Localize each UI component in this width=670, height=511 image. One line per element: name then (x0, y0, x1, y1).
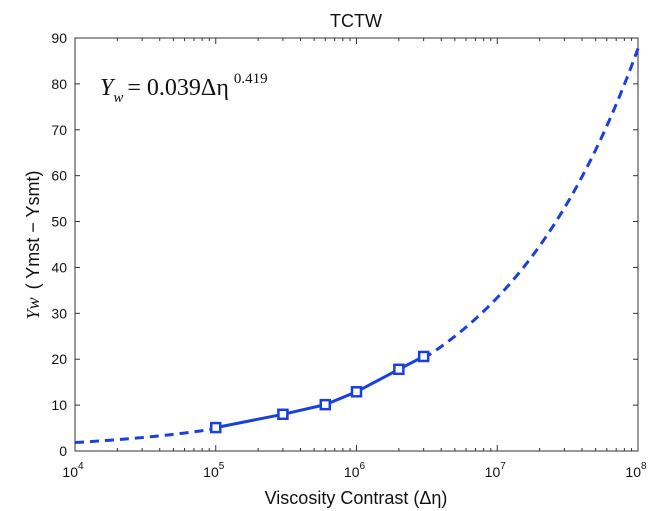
data-point-marker (350, 386, 363, 398)
equation-rhs: = 0.039Δη (127, 75, 229, 101)
chart-title: TCTW (330, 11, 382, 31)
y-axis-text: ( Ymst − Ysmt) (23, 171, 43, 290)
data-point-marker (393, 363, 405, 376)
fit-equation: Yw = 0.039Δη 0.419 (100, 71, 268, 106)
fit-curve-dashed (422, 47, 640, 360)
y-tick-label: 20 (51, 351, 67, 367)
y-tick-label: 40 (51, 259, 67, 275)
data-line (215, 355, 425, 430)
y-tick-label: 0 (59, 443, 67, 459)
x-tick-label: 104 (62, 461, 84, 480)
y-tick-label: 50 (51, 214, 67, 230)
series-layer (74, 47, 640, 445)
fit-curve-dashed (74, 427, 216, 445)
y-tick-label: 30 (51, 305, 67, 321)
equation-lhs: Y (100, 75, 116, 101)
y-tick-label: 80 (51, 76, 67, 92)
x-tick-label: 106 (344, 461, 366, 480)
data-point-marker (277, 408, 289, 421)
y-tick-label: 60 (51, 168, 67, 184)
axis-ticks: 0 10 20 30 40 50 60 70 80 90 104 105 106 107 108 (51, 30, 647, 480)
data-point-marker (210, 421, 222, 434)
y-tick-label: 70 (51, 122, 67, 138)
equation-lhs-subscript: w (113, 90, 123, 106)
y-tick-label: 10 (51, 397, 67, 413)
y-axis-symbol: Yw (23, 297, 43, 319)
equation-exponent: 0.419 (234, 71, 268, 87)
y-tick-label: 90 (51, 30, 67, 46)
x-tick-label: 107 (485, 461, 507, 480)
data-point-marker (319, 398, 332, 411)
x-tick-label: 108 (625, 461, 647, 480)
data-point-marker (417, 350, 430, 363)
y-axis-label: Yw ( Ymst − Ysmt) (23, 171, 43, 320)
x-tick-label: 105 (203, 461, 225, 480)
x-axis-label: Viscosity Contrast (Δη) (265, 488, 448, 508)
